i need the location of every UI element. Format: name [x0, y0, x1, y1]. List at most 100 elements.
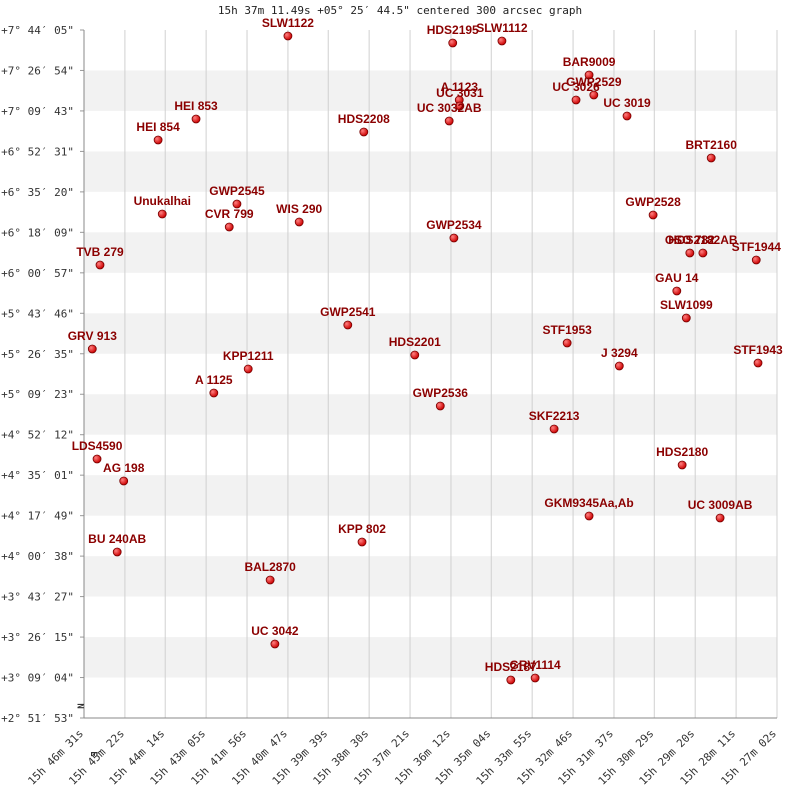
- star: [444, 116, 454, 126]
- star-label: A 1125: [195, 373, 233, 387]
- star: [157, 209, 167, 219]
- star: [706, 153, 716, 163]
- y-tick-label: +7° 09′ 43": [1, 105, 74, 118]
- star-label: J 3294: [601, 346, 638, 360]
- star: [232, 199, 242, 209]
- star-label: UC 3026: [552, 80, 600, 94]
- star-label: GWP2541: [320, 305, 376, 319]
- star: [357, 537, 367, 547]
- star-label: UC 3032AB: [417, 101, 482, 115]
- star-label: HDS2201: [389, 335, 441, 349]
- star: [209, 388, 219, 398]
- star: [677, 460, 687, 470]
- star: [751, 255, 761, 265]
- band: [84, 556, 777, 597]
- star: [92, 454, 102, 464]
- star: [530, 673, 540, 683]
- star: [270, 639, 280, 649]
- y-tick-label: +4° 52′ 12": [1, 429, 74, 442]
- star: [506, 675, 516, 685]
- star-label: HDS2187: [485, 660, 537, 674]
- star-label: GWP2528: [625, 195, 681, 209]
- compass-east: E: [88, 751, 98, 756]
- star-label: UC 3031: [436, 86, 484, 100]
- y-tick-label: +2° 51′ 53": [1, 712, 74, 725]
- star: [435, 401, 445, 411]
- star: [224, 222, 234, 232]
- y-tick-label: +5° 09′ 23": [1, 388, 74, 401]
- star: [283, 31, 293, 41]
- star: [410, 350, 420, 360]
- star-label: HEI 853: [174, 99, 218, 113]
- y-tick-label: +4° 00′ 38": [1, 550, 74, 563]
- star: [243, 364, 253, 374]
- band: [84, 70, 777, 111]
- star-label: KPP 802: [338, 522, 386, 536]
- y-tick-label: +6° 18′ 09": [1, 226, 74, 239]
- star-label: UC 3009AB: [688, 498, 753, 512]
- star: [497, 36, 507, 46]
- star: [455, 101, 465, 111]
- star: [153, 135, 163, 145]
- star-label: CVR 799: [205, 207, 254, 221]
- star-label: STF1943: [733, 343, 783, 357]
- star: [685, 248, 695, 258]
- y-tick-label: +4° 35′ 01": [1, 469, 74, 482]
- star: [87, 344, 97, 354]
- star: [343, 320, 353, 330]
- band: [84, 151, 777, 192]
- star: [571, 95, 581, 105]
- star-label: UC 3042: [251, 624, 299, 638]
- star-label: WIS 290: [276, 202, 322, 216]
- star: [448, 38, 458, 48]
- star: [191, 114, 201, 124]
- star-label: TVB 279: [76, 245, 124, 259]
- star-label: SKF2213: [529, 409, 580, 423]
- star: [112, 547, 122, 557]
- star-label: GWP2529: [566, 75, 622, 89]
- star-label: GAU 14: [655, 271, 699, 285]
- star-label: STF1953: [542, 323, 592, 337]
- band: [84, 232, 777, 273]
- star-label: HDS2180: [656, 445, 708, 459]
- y-tick-label: +6° 00′ 57": [1, 267, 74, 280]
- y-tick-label: +3° 09′ 04": [1, 672, 74, 685]
- star-label: BRT2160: [686, 138, 738, 152]
- y-tick-label: +4° 17′ 49": [1, 510, 74, 523]
- star-label: HDS2195: [427, 23, 479, 37]
- star-label: SLW1112: [476, 21, 528, 35]
- band: [84, 313, 777, 354]
- star-label: BAR9009: [563, 55, 616, 69]
- star-label: SLW1122: [262, 16, 314, 30]
- band: [84, 475, 777, 516]
- star-label: OSO 782: [665, 233, 715, 247]
- star: [294, 217, 304, 227]
- star: [753, 358, 763, 368]
- star-label: GWP2536: [413, 386, 469, 400]
- star-label: HEI 854: [136, 120, 180, 134]
- star: [359, 127, 369, 137]
- star-label: BU 240AB: [88, 532, 146, 546]
- star-label: HDS2182AB: [668, 233, 738, 247]
- star-label: STF1944: [732, 240, 782, 254]
- star: [549, 424, 559, 434]
- y-tick-label: +6° 35′ 20": [1, 186, 74, 199]
- star-label: GWP2534: [426, 218, 482, 232]
- y-tick-label: +3° 43′ 27": [1, 591, 74, 604]
- y-tick-label: +6° 52′ 31": [1, 145, 74, 158]
- star-label: SLW1099: [660, 298, 713, 312]
- star-label: HDS2208: [338, 112, 390, 126]
- star: [584, 70, 594, 80]
- star-label: GWP2545: [209, 184, 265, 198]
- star: [622, 111, 632, 121]
- star: [119, 476, 129, 486]
- star: [681, 313, 691, 323]
- star-label: Unukalhai: [134, 194, 191, 208]
- star: [265, 575, 275, 585]
- y-tick-label: +5° 43′ 46": [1, 307, 74, 320]
- star: [449, 233, 459, 243]
- band: [84, 394, 777, 435]
- star: [672, 286, 682, 296]
- star-label: GKM9345Aa,Ab: [544, 496, 633, 510]
